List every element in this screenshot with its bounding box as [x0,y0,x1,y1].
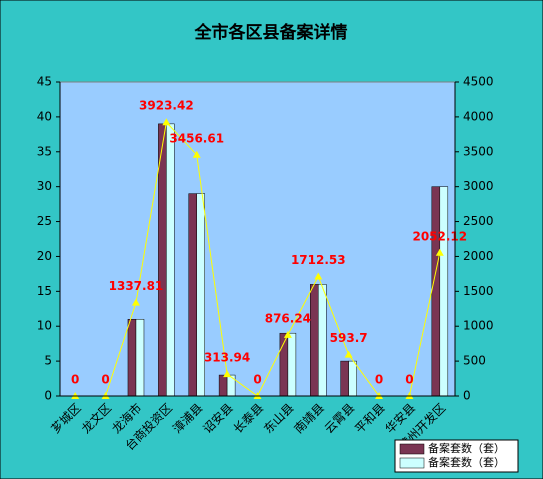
bar [166,123,175,397]
data-label: 0 [71,373,79,387]
y-tick-label: 30 [37,179,52,193]
line-marker [131,298,140,306]
y2-tick-label: 2000 [463,249,494,263]
legend-swatch [399,443,425,455]
line-marker [283,330,292,338]
line-marker [344,350,353,358]
y2-tick-label: 3000 [463,179,494,193]
y2-tick-label: 0 [463,389,471,403]
y-tick-label: 25 [37,214,52,228]
line-marker [223,370,232,378]
y2-tick-label: 2500 [463,214,494,228]
line-marker [314,272,323,280]
data-label: 0 [375,373,383,387]
bar [348,360,357,397]
y2-tick-label: 4500 [463,75,494,89]
y-tick-label: 5 [44,354,52,368]
data-label: 1337.81 [109,279,164,293]
line-marker [162,118,171,126]
line-marker [435,248,444,256]
y2-tick-label: 500 [463,354,486,368]
bar [318,284,327,397]
bar [287,332,297,397]
y-tick-label: 0 [44,389,52,403]
bar [188,193,197,397]
y-tick-label: 15 [37,284,52,298]
data-label: 3456.61 [169,131,224,145]
legend-label: 备案套数（套） [428,441,505,455]
data-label: 593.7 [330,331,368,345]
y2-tick-label: 1500 [463,284,494,298]
bar [127,318,137,397]
legend-swatch [399,457,425,469]
legend-label: 备案套数（套） [428,455,505,469]
data-label: 3923.42 [139,99,194,113]
y-tick-label: 35 [37,144,52,158]
data-label: 876.24 [265,311,311,325]
bar [431,186,441,397]
bar [196,193,205,397]
data-label: 313.94 [204,351,250,365]
line-marker [192,150,201,158]
bar [310,284,319,397]
y-tick-label: 40 [37,109,52,123]
bar [218,374,228,397]
data-label: 1712.53 [291,253,346,267]
data-label: 0 [101,373,109,387]
y2-tick-label: 1000 [463,319,494,333]
bar [226,374,236,397]
y-tick-label: 20 [37,249,52,263]
data-label: 2052.12 [412,229,467,243]
data-label: 0 [405,373,413,387]
bar [135,318,145,397]
y2-tick-label: 3500 [463,144,494,158]
data-label: 0 [253,373,261,387]
plot-area [59,81,456,397]
y-tick-label: 10 [37,319,52,333]
bar [340,360,349,397]
chart-title: 全市各区县备案详情 [194,22,348,43]
y2-tick-label: 4000 [463,109,494,123]
y-tick-label: 45 [37,75,52,89]
bar [439,186,449,397]
